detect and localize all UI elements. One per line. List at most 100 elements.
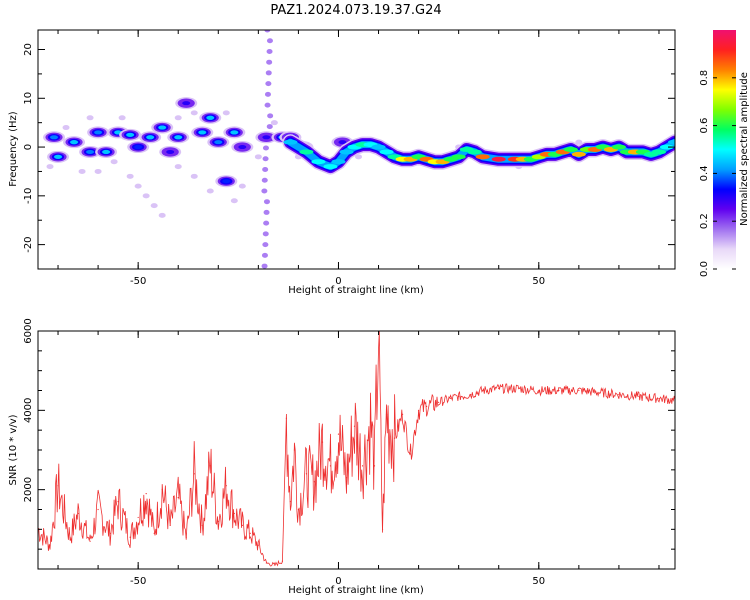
spectrogram-ridge-point bbox=[659, 144, 674, 150]
snr-point bbox=[117, 500, 119, 503]
spectrogram-ytick-label: 0 bbox=[23, 144, 34, 150]
snr-point bbox=[293, 449, 296, 451]
spectrogram-streak-cell bbox=[262, 166, 269, 172]
spectrogram-faint-point bbox=[110, 159, 118, 165]
snr-point bbox=[313, 481, 316, 483]
spectrogram-blob bbox=[167, 131, 190, 144]
colorbar-tick-label: 0.8 bbox=[699, 70, 710, 86]
spectrogram-streak-cell bbox=[261, 177, 268, 183]
snr-point bbox=[618, 393, 620, 396]
spectrogram-ridge-point bbox=[563, 147, 578, 152]
colorbar-tick-label: 0.2 bbox=[699, 213, 710, 229]
spectrogram-blob bbox=[63, 136, 86, 149]
spectrogram-blob bbox=[43, 131, 66, 144]
spectrogram-ridge-point bbox=[668, 139, 675, 145]
figure-title: PAZ1.2024.073.19.37.G24 bbox=[270, 3, 441, 18]
spectrogram-faint-point bbox=[86, 115, 94, 121]
snr-point bbox=[321, 441, 324, 443]
snr-point bbox=[393, 437, 396, 439]
snr-point bbox=[145, 493, 147, 495]
snr-point bbox=[598, 391, 600, 394]
snr-point bbox=[265, 562, 267, 564]
spectrogram-streak-cell bbox=[266, 59, 273, 65]
spectrogram-blob bbox=[215, 175, 238, 188]
spectrogram-faint-point bbox=[46, 164, 54, 170]
spectrogram-blob bbox=[199, 111, 222, 124]
snr-panel: -50 0 50 2000 4000 6000 Height of straight li… bbox=[8, 318, 676, 596]
colorbar-label: Normalized spectral amplitude bbox=[739, 72, 750, 226]
spectrogram-ridge-point bbox=[299, 149, 314, 155]
spectrogram-streak-cell bbox=[262, 145, 269, 151]
spectrogram-streak-cell bbox=[261, 188, 268, 194]
spectrogram-blob bbox=[175, 97, 198, 110]
spectrogram-ridge-point bbox=[475, 154, 490, 160]
spectrogram-ridge-point bbox=[283, 139, 298, 145]
snr-point bbox=[233, 512, 235, 515]
spectrogram-streak-cell bbox=[261, 252, 268, 258]
spectrogram-ridge-point bbox=[311, 159, 326, 165]
spectrogram-blob bbox=[127, 141, 150, 154]
snr-point bbox=[97, 508, 99, 511]
snr-point bbox=[209, 465, 211, 467]
snr-point bbox=[337, 433, 340, 435]
snr-point bbox=[658, 397, 660, 400]
spectrogram-faint-point bbox=[575, 139, 583, 145]
spectrogram-blob bbox=[139, 131, 162, 144]
spectrogram-blob bbox=[223, 126, 246, 139]
snr-point bbox=[161, 489, 163, 491]
snr-point bbox=[201, 524, 203, 526]
spectrogram-faint-point bbox=[126, 173, 134, 179]
snr-point bbox=[273, 564, 275, 566]
snr-trace bbox=[38, 331, 675, 567]
snr-point bbox=[345, 477, 348, 479]
snr-ytick-label: 2000 bbox=[23, 477, 34, 502]
spectrogram-ridge-point bbox=[331, 159, 346, 165]
snr-point bbox=[470, 393, 472, 396]
spectrogram-faint-point bbox=[150, 203, 158, 209]
snr-point bbox=[177, 497, 179, 499]
spectrogram-faint-point bbox=[118, 115, 126, 121]
snr-point bbox=[89, 540, 91, 542]
spectrogram-faint-point bbox=[134, 183, 142, 189]
snr-point bbox=[638, 395, 640, 398]
spectrogram-streak-cell bbox=[262, 156, 269, 162]
spectrogram-ridge-point bbox=[651, 149, 666, 155]
spectrogram-blob bbox=[159, 145, 182, 158]
spectrogram-faint-point bbox=[158, 212, 166, 218]
spectrogram-faint-point bbox=[94, 168, 102, 174]
spectrogram-faint-point bbox=[222, 110, 230, 116]
spectrogram-ytick-label: -10 bbox=[23, 188, 34, 204]
spectrogram-streak-cell bbox=[266, 38, 273, 44]
snr-xtick-label: 50 bbox=[532, 576, 545, 587]
spectrogram-faint-point bbox=[238, 183, 246, 189]
snr-point bbox=[77, 512, 79, 515]
spectrogram-blob bbox=[95, 145, 118, 158]
snr-point bbox=[353, 425, 356, 427]
snr-point bbox=[193, 473, 195, 475]
spectrogram-xtick-label: 50 bbox=[532, 276, 545, 287]
spectrogram-streak-cell bbox=[264, 91, 271, 97]
spectrogram-streak-cell bbox=[267, 113, 274, 119]
snr-point bbox=[426, 405, 428, 407]
colorbar-tick-label: 0.0 bbox=[699, 261, 710, 277]
snr-plot-area bbox=[38, 331, 675, 567]
colorbar-axes: 0.0 0.2 0.4 0.6 0.8 bbox=[699, 70, 736, 277]
snr-point bbox=[458, 395, 460, 398]
spectrogram-ridge-point bbox=[339, 149, 354, 155]
snr-xlabel: Height of straight line (km) bbox=[288, 585, 424, 596]
spectrogram-faint-point bbox=[190, 173, 198, 179]
snr-xtick-label: 0 bbox=[335, 576, 341, 587]
spectrogram-blob bbox=[207, 136, 230, 149]
snr-ytick-label: 6000 bbox=[23, 318, 34, 343]
spectrogram-blob bbox=[79, 145, 102, 158]
snr-xtick-label: -50 bbox=[130, 576, 146, 587]
snr-point bbox=[438, 401, 440, 403]
spectrogram-streak-cell bbox=[262, 231, 269, 237]
spectrogram-ytick-label: 10 bbox=[23, 92, 34, 105]
snr-point bbox=[329, 465, 332, 467]
snr-axes: -50 0 50 2000 4000 6000 bbox=[23, 318, 675, 587]
snr-point bbox=[417, 409, 420, 411]
snr-point bbox=[361, 465, 364, 467]
colorbar-tick-label: 0.4 bbox=[699, 165, 710, 181]
snr-point bbox=[185, 536, 187, 538]
